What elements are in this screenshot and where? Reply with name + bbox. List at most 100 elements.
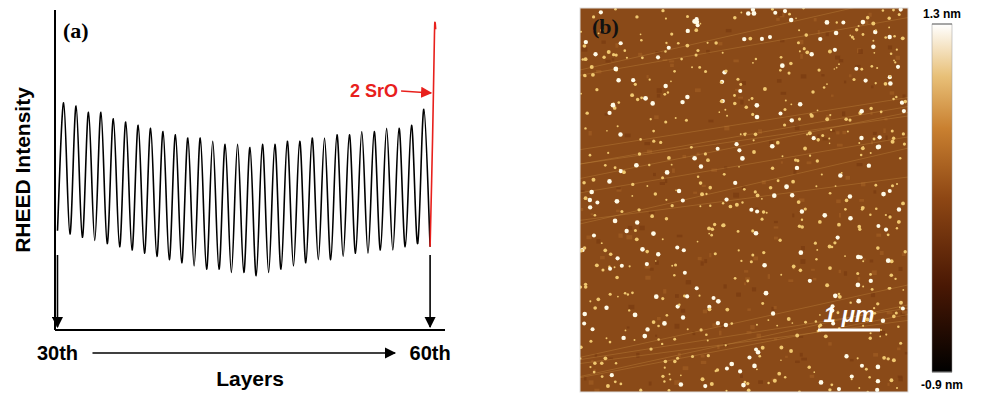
afm-island: [617, 101, 620, 104]
afm-texture: [586, 235, 591, 239]
afm-island: [797, 200, 801, 204]
afm-island: [662, 321, 667, 326]
afm-island: [768, 35, 772, 39]
afm-island: [616, 78, 620, 82]
afm-island: [645, 327, 649, 331]
afm-texture: [830, 130, 835, 132]
afm-island: [671, 204, 674, 207]
afm-texture: [639, 226, 644, 231]
afm-island: [699, 205, 701, 207]
afm-island: [584, 283, 587, 286]
afm-island: [784, 184, 789, 189]
afm-island: [739, 83, 742, 86]
afm-island: [754, 347, 758, 351]
afm-island: [756, 324, 758, 326]
afm-island: [851, 36, 854, 39]
afm-island: [656, 55, 660, 59]
afm-island: [710, 234, 713, 237]
afm-island: [603, 248, 607, 252]
afm-island: [607, 111, 611, 115]
afm-island: [779, 69, 782, 72]
afm-background: [580, 8, 908, 392]
afm-texture: [596, 239, 600, 243]
afm-island: [861, 208, 864, 211]
afm-island: [798, 118, 801, 121]
afm-island: [834, 68, 836, 70]
afm-island: [876, 379, 880, 383]
afm-texture: [591, 213, 593, 215]
afm-island: [610, 373, 614, 377]
afm-island: [584, 40, 588, 44]
afm-texture: [629, 305, 635, 310]
afm-texture: [636, 353, 639, 358]
afm-island: [591, 327, 595, 331]
afm-island: [829, 192, 832, 195]
afm-island: [620, 210, 623, 213]
afm-island: [808, 279, 812, 283]
afm-island: [896, 183, 898, 185]
afm-island: [722, 202, 724, 204]
afm-step: [580, 8, 908, 70]
afm-island: [724, 323, 728, 327]
afm-island: [795, 166, 799, 170]
afm-island: [737, 148, 741, 152]
afm-island: [698, 295, 700, 297]
afm-island: [584, 196, 588, 200]
afm-island: [845, 199, 849, 203]
afm-island: [592, 178, 596, 182]
afm-island: [725, 366, 729, 370]
afm-island: [862, 286, 864, 288]
afm-island: [874, 184, 877, 187]
afm-island: [885, 334, 887, 336]
afm-island: [704, 152, 707, 155]
afm-island: [652, 320, 656, 324]
afm-island: [789, 349, 793, 353]
afm-island: [682, 248, 686, 252]
afm-texture: [675, 324, 680, 329]
afm-island: [600, 361, 604, 365]
afm-texture: [814, 18, 817, 21]
afm-island: [707, 354, 710, 357]
afm-island: [836, 236, 840, 240]
afm-island: [844, 354, 848, 358]
afm-island: [652, 130, 655, 133]
afm-island: [630, 93, 634, 97]
y-axis-title: RHEED Intensity: [11, 87, 34, 253]
afm-texture: [868, 13, 871, 17]
afm-island: [877, 144, 881, 148]
afm-island: [815, 185, 817, 187]
afm-island: [752, 62, 754, 64]
afm-texture: [873, 353, 878, 357]
afm-island: [868, 376, 870, 378]
colorbar-label: -0.9 nm: [921, 378, 963, 392]
afm-island: [893, 35, 896, 38]
afm-island: [785, 100, 787, 102]
afm-island: [680, 374, 682, 376]
afm-texture: [823, 138, 828, 141]
afm-island: [706, 158, 710, 162]
afm-island: [755, 209, 759, 213]
afm-island: [855, 28, 858, 31]
afm-island: [604, 306, 608, 310]
afm-texture: [885, 136, 887, 141]
afm-island: [809, 52, 813, 56]
afm-texture: [844, 271, 847, 275]
afm-island: [882, 356, 886, 360]
afm-island: [763, 87, 767, 91]
line-series: [430, 22, 436, 247]
afm-island: [645, 250, 649, 254]
afm-island: [729, 205, 733, 209]
afm-island: [686, 15, 689, 18]
afm-island: [617, 296, 619, 298]
line-series: [57, 103, 430, 276]
afm-island: [615, 199, 620, 204]
afm-island: [716, 368, 719, 371]
afm-island: [762, 251, 765, 254]
afm-island: [776, 141, 780, 145]
afm-island: [738, 369, 742, 373]
afm-island: [818, 37, 822, 41]
afm-island: [593, 52, 597, 56]
afm-island: [735, 203, 739, 207]
scale-bar: [818, 329, 880, 332]
afm-texture: [625, 134, 631, 138]
